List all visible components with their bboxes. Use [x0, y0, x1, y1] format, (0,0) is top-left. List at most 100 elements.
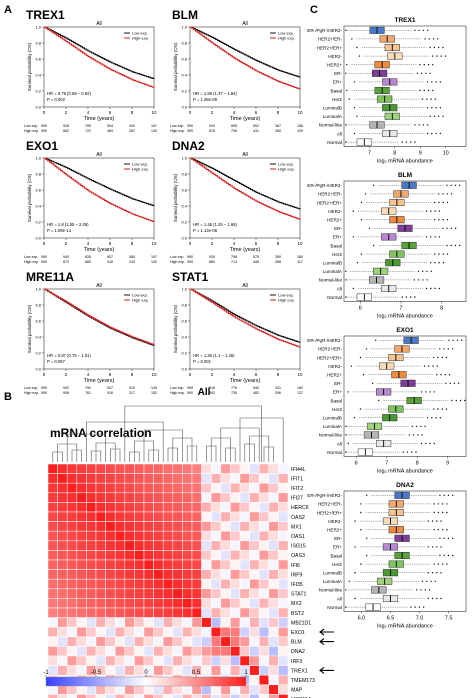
corr-cell	[172, 559, 183, 570]
box-outlier	[437, 356, 439, 359]
box-outlier	[436, 374, 438, 376]
corr-cell	[153, 607, 164, 618]
box-category-label: LuminalB	[323, 261, 342, 266]
corr-cell	[47, 502, 58, 513]
corr-cell	[153, 665, 164, 676]
corr-cell	[258, 482, 270, 494]
box-outlier	[414, 606, 416, 608]
km-xtick-label: 10	[297, 241, 303, 246]
box-outlier	[430, 270, 432, 272]
corr-cell	[220, 521, 231, 532]
corr-cell	[210, 569, 222, 580]
corr-cell	[114, 578, 126, 590]
box-category-label: Normal-like	[319, 588, 343, 593]
box-xtick-label: 6.5	[387, 615, 395, 621]
box-outlier	[359, 408, 362, 410]
km-risk-label-high: High exp.	[170, 391, 185, 395]
corr-cell	[182, 482, 193, 494]
corr-cell	[153, 578, 164, 590]
corr-row-label: IFI27	[291, 496, 303, 502]
corr-cell	[268, 502, 279, 513]
km-legend-low: Low exp.	[278, 31, 294, 36]
km-xlabel: Time (years)	[84, 378, 115, 384]
box-outlier	[438, 201, 440, 204]
box-outlier	[401, 296, 403, 298]
km-gene-title: STAT1	[172, 270, 209, 284]
corr-cell	[162, 607, 174, 618]
box-outlier	[451, 399, 453, 402]
corr-cell	[182, 540, 193, 551]
box-outlier	[432, 356, 435, 359]
corr-cell	[182, 463, 193, 474]
box-outlier	[412, 434, 415, 436]
corr-cell	[95, 646, 106, 657]
survival-panels: TREX1 All 0.0 0.2 0.4 0.6 0.8 1.0 0 2 4 6 8 10 Time (y…	[24, 8, 303, 395]
box-outlier	[445, 356, 448, 359]
box-outlier	[360, 529, 362, 531]
km-ytick-label: 1.0	[35, 156, 41, 161]
box-outlier	[429, 391, 431, 393]
corr-cell	[47, 694, 58, 698]
corr-cell	[86, 463, 97, 474]
corr-cell	[172, 655, 183, 666]
corr-cell	[114, 607, 126, 618]
box-outlier	[368, 227, 371, 229]
corr-cell	[114, 569, 126, 580]
corr-cell	[239, 521, 250, 532]
corr-cell	[153, 511, 164, 522]
km-xtick-label: 2	[65, 110, 68, 115]
corr-cell	[210, 665, 222, 676]
km-risk-low-value: 607	[107, 255, 113, 259]
box-outlier	[458, 244, 461, 247]
corr-cell	[172, 492, 183, 503]
corr-cell	[182, 607, 193, 618]
box-gene-title: TREX1	[395, 17, 416, 24]
box-outlier	[358, 55, 361, 57]
corr-cell	[239, 655, 250, 666]
km-xtick-label: 8	[131, 372, 134, 377]
corr-cell	[201, 530, 212, 542]
box-category-label: Normal	[327, 605, 342, 610]
corr-cell	[57, 492, 68, 503]
corr-cell	[66, 578, 78, 590]
corr-cell	[268, 473, 279, 484]
km-curve-high	[44, 157, 155, 222]
corr-cell	[230, 559, 241, 570]
corr-cell	[230, 694, 241, 698]
km-ytick-label: 0.0	[35, 236, 41, 241]
box-outlier	[354, 520, 356, 522]
box-outlier	[425, 72, 427, 75]
box-outlier	[426, 81, 429, 83]
corr-cell	[86, 588, 97, 599]
box-outlier	[430, 236, 432, 238]
box-outlier	[354, 597, 356, 600]
km-risk-high-value: 761	[85, 391, 91, 395]
box-category-label: Basal	[331, 553, 343, 558]
corr-cell	[210, 607, 222, 618]
box-category-label: Normal-like	[319, 433, 343, 438]
corr-cell	[86, 482, 97, 494]
box-outlier	[452, 554, 454, 557]
km-risk-label-high: High exp.	[24, 260, 39, 264]
km-hr-text: HR = 0.87 (0.75 – 1.01)	[47, 353, 91, 358]
corr-row-label: ISG15	[291, 544, 306, 550]
km-xtick-label: 4	[87, 110, 90, 115]
box-outlier	[345, 425, 347, 427]
km-risk-high-value: 990	[41, 260, 47, 264]
km-risk-low-value: 990	[187, 124, 193, 128]
km-p-text: P = 1.09e-14	[47, 228, 72, 233]
corr-cell	[105, 578, 116, 590]
corr-cell	[134, 684, 145, 695]
box-outlier	[433, 529, 435, 531]
box-outlier	[432, 365, 434, 367]
corr-cell	[258, 550, 270, 561]
box-category-label: Normal	[327, 450, 342, 455]
corr-cell	[239, 550, 250, 561]
corr-cell	[114, 540, 126, 551]
corr-cell	[95, 598, 106, 609]
corr-cell	[201, 540, 212, 551]
corr-cell	[124, 540, 135, 551]
box-outlier	[441, 356, 443, 359]
corr-cell	[182, 665, 193, 676]
km-ytick-label: 0.2	[35, 220, 41, 225]
